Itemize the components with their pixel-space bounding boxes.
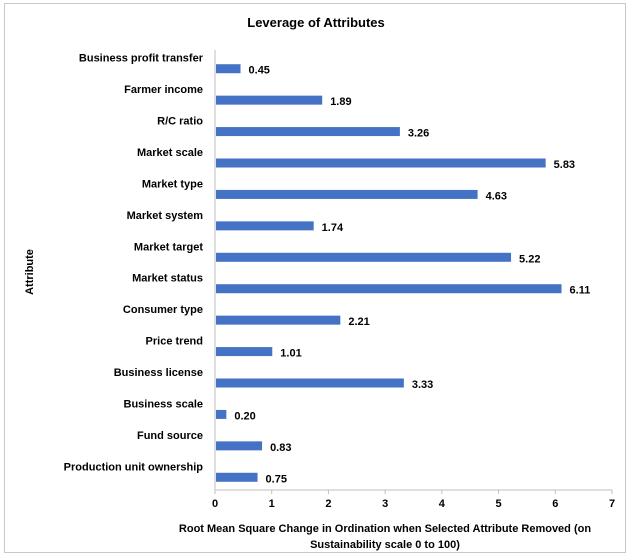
bar-value-label: 1.01 [280, 348, 301, 360]
chart-title: Leverage of Attributes [247, 15, 385, 30]
bar-value-label: 0.20 [234, 410, 255, 422]
x-tick-label: 5 [496, 498, 502, 510]
category-label: Consumer type [123, 304, 203, 316]
category-label: Market status [132, 273, 203, 285]
bar [216, 127, 400, 137]
bar-value-label: 5.83 [554, 159, 575, 171]
bar [216, 315, 341, 325]
category-label: Market type [142, 178, 203, 190]
bar [216, 472, 258, 482]
bar [216, 221, 314, 231]
category-label: Business license [114, 367, 203, 379]
category-label: Market system [127, 210, 204, 222]
x-axis-label-line-1: Root Mean Square Change in Ordination wh… [179, 523, 591, 535]
bar [216, 378, 404, 388]
x-tick-label: 3 [382, 498, 388, 510]
x-tick-label: 1 [269, 498, 275, 510]
bar [216, 284, 562, 294]
bar [216, 189, 478, 199]
bar-value-label: 3.26 [408, 128, 429, 140]
bar [216, 158, 546, 168]
x-tick-label: 2 [325, 498, 331, 510]
category-label: Fund source [137, 430, 203, 442]
x-tick-label: 4 [439, 498, 446, 510]
category-label: Price trend [146, 336, 203, 348]
bar-value-label: 6.11 [570, 285, 591, 297]
x-tick-label: 7 [609, 498, 615, 510]
category-label: Business scale [124, 398, 204, 410]
bar-value-label: 0.75 [266, 473, 287, 485]
x-tick-label: 0 [212, 498, 218, 510]
bar-value-label: 3.33 [412, 379, 433, 391]
bar-value-label: 1.74 [322, 222, 344, 234]
bar-value-label: 2.21 [348, 316, 369, 328]
bar-value-label: 0.83 [270, 442, 291, 454]
bar [216, 64, 241, 74]
y-axis-label: Attribute [24, 249, 36, 295]
bar [216, 95, 323, 105]
bar [216, 347, 273, 357]
category-label: Production unit ownership [64, 461, 204, 473]
category-label: Business profit transfer [79, 53, 204, 65]
category-label: Market target [134, 241, 203, 253]
x-tick-label: 6 [552, 498, 558, 510]
x-axis-label-line-2: Sustainability scale 0 to 100) [310, 539, 460, 551]
bar [216, 252, 512, 262]
bar [216, 441, 263, 451]
bar-value-label: 5.22 [519, 253, 540, 265]
bar [216, 409, 227, 419]
category-label: Farmer income [124, 84, 203, 96]
chart-frame [4, 3, 626, 553]
category-label: R/C ratio [157, 116, 203, 128]
bar-value-label: 4.63 [486, 190, 507, 202]
bar-value-label: 1.89 [330, 96, 351, 108]
category-label: Market scale [137, 147, 203, 159]
bar-value-label: 0.45 [249, 65, 270, 77]
